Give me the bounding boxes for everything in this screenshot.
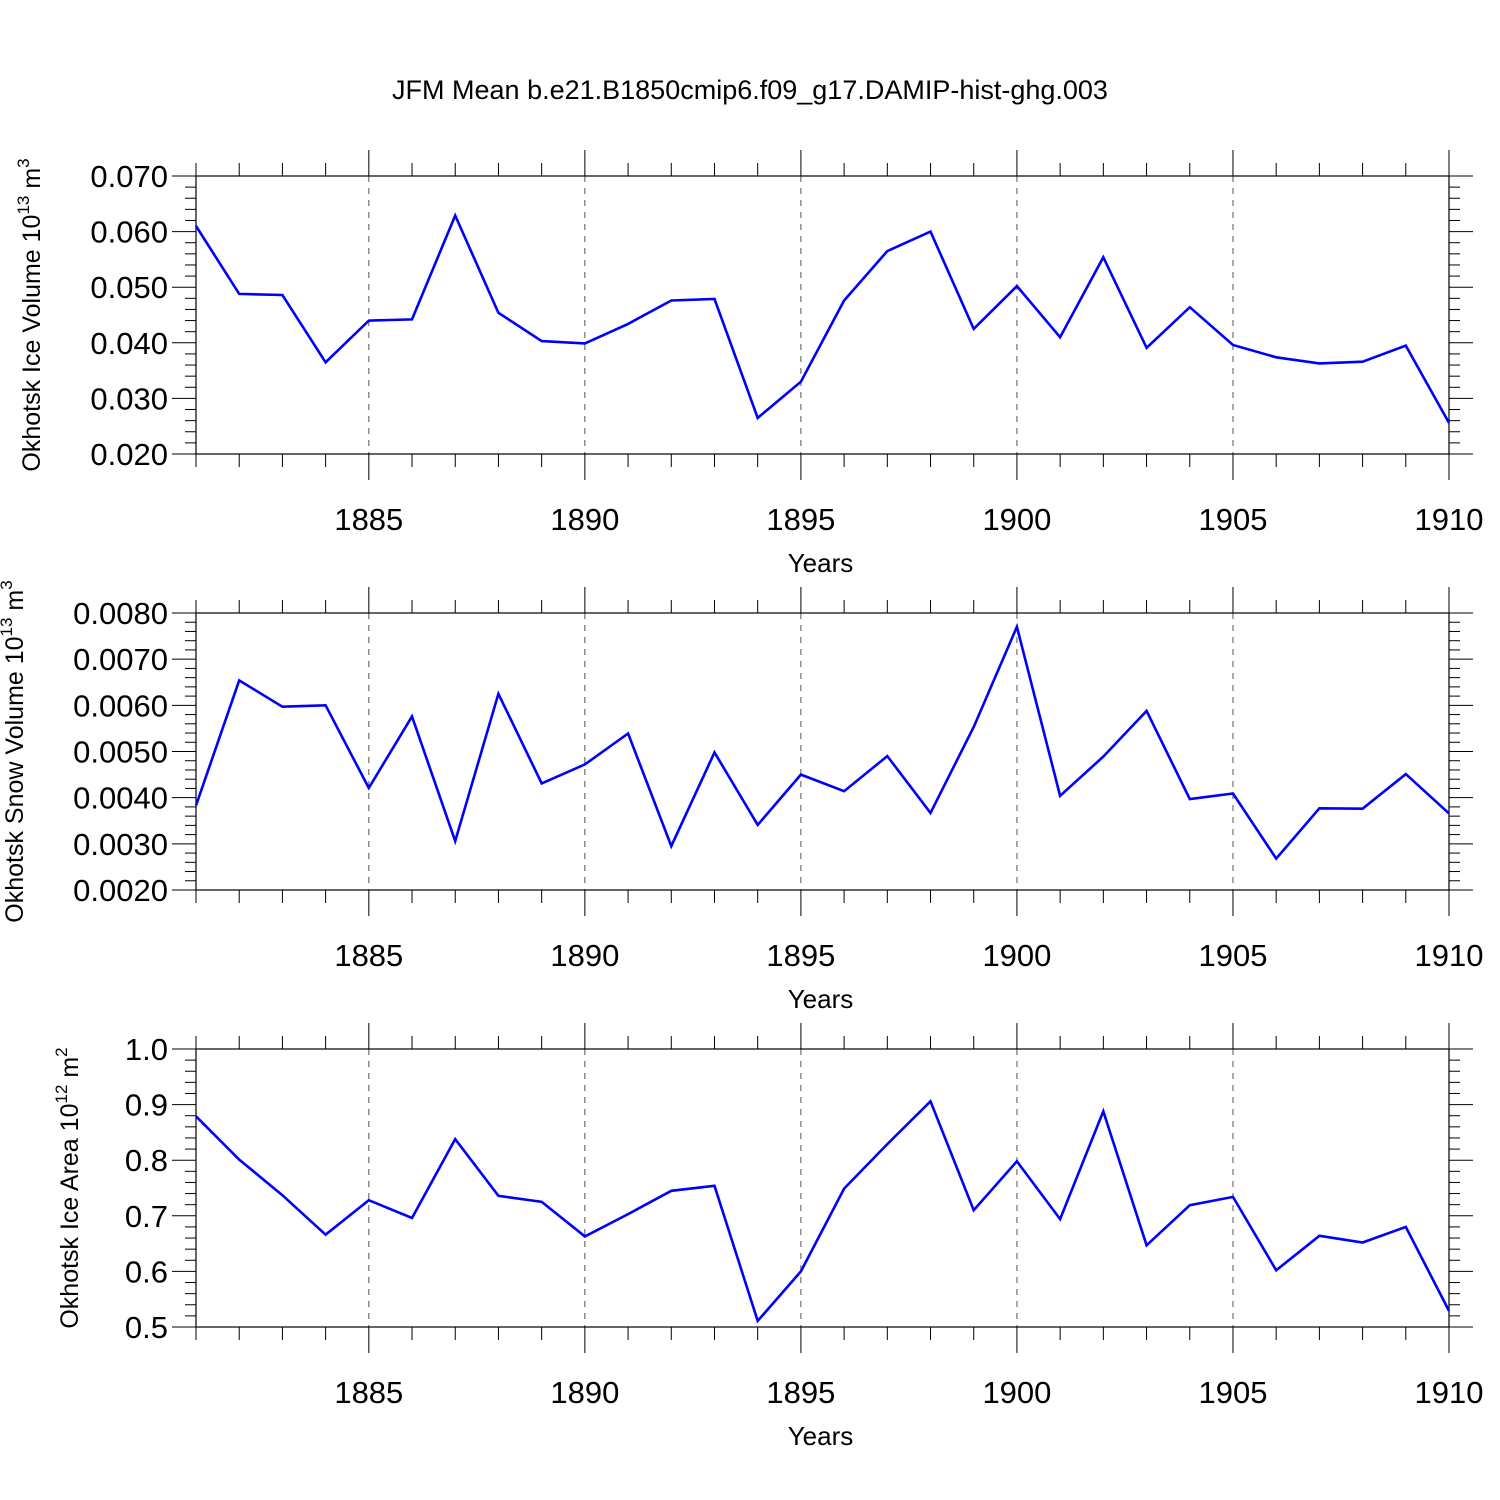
x-tick-label: 1890 [550, 502, 619, 537]
x-tick-label: 1895 [766, 1375, 835, 1410]
x-axis-label: Years [788, 1421, 854, 1451]
x-tick-label: 1885 [334, 938, 403, 973]
y-label-yunit-exp: 12 [52, 1085, 71, 1104]
y-label-yunit-name: m [1, 590, 29, 611]
y-label-yunit-exp: 13 [0, 618, 16, 637]
y-tick-label: 0.0080 [73, 596, 168, 631]
plot-frame [195, 612, 1450, 891]
y-tick-label: 0.6 [125, 1254, 168, 1289]
x-tick-label: 1900 [982, 938, 1051, 973]
y-label-yunit-name: m [18, 168, 46, 189]
x-tick-label: 1905 [1198, 1375, 1267, 1410]
plot-frame [195, 175, 1450, 455]
y-label-ylabel: Okhotsk Snow Volume [1, 671, 29, 923]
y-axis-label: Okhotsk Ice Volume 1013 m3 [7, 158, 46, 471]
y-tick-label: 1.0 [125, 1032, 168, 1067]
series-line [195, 1098, 1451, 1324]
y-tick-label: 0.070 [90, 159, 168, 194]
x-tick-label: 1890 [550, 1375, 619, 1410]
x-tick-label: 1905 [1198, 502, 1267, 537]
x-tick-label: 1910 [1415, 1375, 1484, 1410]
y-label-yunit-base: 10 [56, 1104, 84, 1132]
y-axis-label: Okhotsk Snow Volume 1013 m3 [0, 580, 29, 922]
x-tick-label: 1885 [334, 502, 403, 537]
series-line [194, 212, 1451, 424]
x-tick-label: 1890 [550, 938, 619, 973]
y-axis-label: Okhotsk Ice Area 1012 m2 [45, 1047, 84, 1328]
x-tick-label: 1885 [334, 1375, 403, 1410]
y-tick-label: 0.0020 [73, 873, 168, 908]
y-tick-label: 0.7 [125, 1199, 168, 1234]
series-line [194, 622, 1450, 861]
y-label-yunit-name: m [56, 1057, 84, 1078]
y-tick-label: 0.040 [90, 326, 168, 361]
y-tick-label: 0.060 [90, 215, 168, 250]
y-label-yunit-power: 3 [14, 158, 33, 167]
y-tick-label: 0.050 [90, 270, 168, 305]
y-label-ylabel: Okhotsk Ice Volume [18, 249, 46, 471]
x-tick-label: 1910 [1415, 502, 1484, 537]
y-tick-label: 0.0030 [73, 827, 168, 862]
x-tick-label: 1900 [982, 1375, 1051, 1410]
y-label-ylabel: Okhotsk Ice Area [56, 1138, 84, 1328]
y-tick-label: 0.0050 [73, 735, 168, 770]
x-axis-label: Years [788, 984, 854, 1014]
panel-2: 0.0020 0.0030 0.0040 0.0050 0.0060 0.0070 0.00… [0, 580, 1483, 1014]
chart-title: JFM Mean b.e21.B1850cmip6.f09_g17.DAMIP-… [392, 75, 1108, 105]
y-tick-label: 0.0070 [73, 642, 168, 677]
y-label-yunit-base: 10 [18, 215, 46, 243]
x-tick-label: 1900 [982, 502, 1051, 537]
y-tick-label: 0.020 [90, 437, 168, 472]
y-tick-label: 0.0060 [73, 688, 168, 723]
x-tick-label: 1895 [766, 938, 835, 973]
x-tick-label: 1895 [766, 502, 835, 537]
y-tick-label: 0.8 [125, 1143, 168, 1178]
x-tick-label: 1905 [1198, 938, 1267, 973]
y-label-yunit-power: 3 [0, 580, 16, 589]
y-label-yunit-power: 2 [52, 1047, 71, 1056]
plot-frame [195, 1048, 1450, 1328]
x-tick-label: 1910 [1415, 938, 1484, 973]
y-label-yunit-exp: 13 [14, 196, 33, 215]
panel-1: 0.020 0.030 0.040 0.050 0.060 0.070 1885 1890 18… [7, 150, 1484, 578]
x-axis-label: Years [788, 548, 854, 578]
y-tick-label: 0.5 [125, 1310, 168, 1345]
y-label-yunit-base: 10 [1, 636, 29, 664]
panels: 0.020 0.030 0.040 0.050 0.060 0.070 1885 1890 18… [0, 150, 1483, 1451]
y-tick-label: 0.9 [125, 1088, 168, 1123]
y-tick-label: 0.0040 [73, 781, 168, 816]
panel-3: 0.5 0.6 0.7 0.8 0.9 1.0 1885 1890 1895 1900 1905 19… [45, 1023, 1484, 1451]
y-tick-label: 0.030 [90, 381, 168, 416]
